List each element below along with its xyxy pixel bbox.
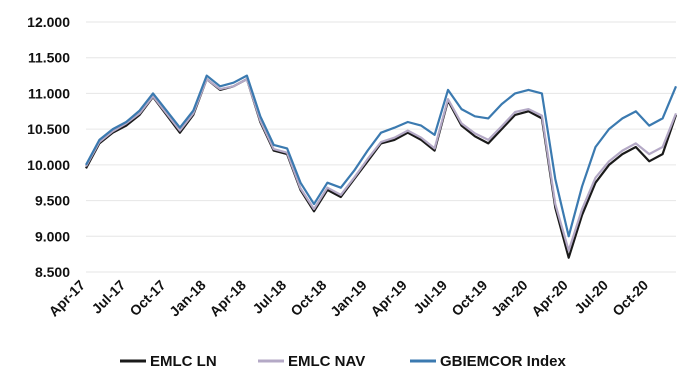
- legend-label: EMLC NAV: [288, 353, 365, 370]
- x-tick-label: Oct-20: [609, 277, 651, 319]
- y-tick-label: 10.000: [27, 157, 70, 173]
- x-tick-label: Jul-20: [571, 277, 611, 317]
- y-tick-label: 9.500: [35, 193, 70, 209]
- legend-label: EMLC LN: [150, 353, 217, 370]
- series-line-gbiemcor-index: [85, 74, 678, 238]
- y-tick-label: 10.500: [27, 121, 70, 137]
- x-tick-label: Apr-18: [206, 277, 249, 320]
- gridlines: [86, 21, 676, 273]
- x-tick-label: Jul-19: [410, 277, 450, 317]
- legend-label: GBIEMCOR Index: [440, 353, 567, 370]
- y-tick-label: 8.500: [35, 264, 70, 280]
- x-tick-label: Apr-19: [367, 277, 410, 320]
- x-tick-label: Oct-17: [126, 277, 168, 319]
- x-tick-label: Apr-17: [45, 277, 88, 320]
- x-tick-label: Oct-18: [287, 277, 329, 319]
- x-tick-label: Jan-19: [327, 277, 370, 320]
- x-tick-label: Jul-18: [249, 277, 289, 317]
- x-tick-label: Jan-18: [166, 277, 209, 320]
- legend: EMLC LN EMLC NAV GBIEMCOR Index: [120, 353, 567, 370]
- x-tick-label: Jan-20: [488, 277, 531, 320]
- y-tick-label: 11.500: [28, 50, 70, 66]
- x-tick-label: Jul-17: [88, 277, 128, 317]
- y-axis-ticks: 12.000 11.500 11.000 10.500 10.000 9.500 9.000…: [27, 14, 70, 280]
- x-tick-label: Apr-20: [528, 277, 571, 320]
- y-tick-label: 9.000: [35, 228, 70, 244]
- series-lines: [85, 74, 678, 259]
- x-tick-label: Oct-19: [448, 277, 490, 319]
- y-tick-label: 11.000: [28, 85, 70, 101]
- y-tick-label: 12.000: [27, 14, 70, 30]
- series-line-emlc-nav: [85, 77, 678, 252]
